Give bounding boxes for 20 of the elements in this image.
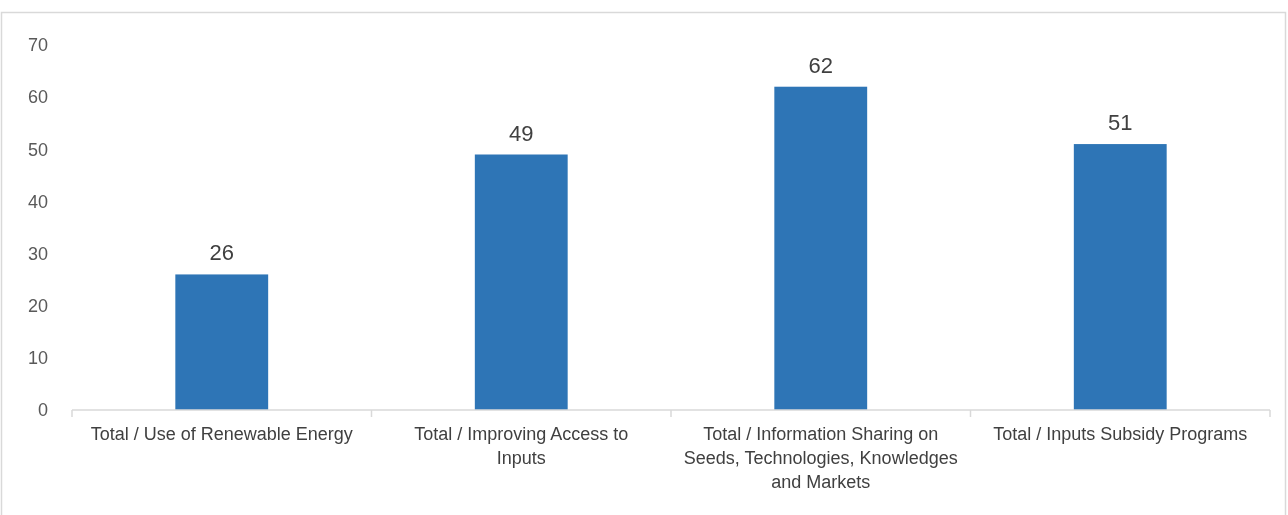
data-label: 26: [209, 240, 234, 266]
y-tick-label: 0: [37, 400, 48, 421]
data-label: 51: [1108, 110, 1133, 136]
y-tick-label: 30: [27, 243, 48, 264]
y-tick-label: 70: [27, 35, 48, 56]
data-label: 49: [509, 120, 534, 146]
y-tick-label: 20: [27, 296, 48, 317]
data-label: 62: [808, 52, 833, 78]
y-tick-label: 40: [27, 191, 48, 212]
y-tick-label: 50: [27, 139, 48, 160]
bar: [474, 154, 568, 410]
x-tick-label: Total / Improving Access to Inputs: [414, 424, 629, 468]
bar: [175, 274, 269, 410]
bar: [774, 86, 868, 410]
x-tick-label: Total / Use of Renewable Energy: [90, 424, 353, 444]
x-tick-label: Total / Inputs Subsidy Programs: [993, 424, 1248, 444]
x-tick-label: Total / Information Sharing on Seeds, Technologies, Knowledges and Markets: [683, 424, 958, 492]
y-tick-label: 10: [27, 348, 48, 369]
y-tick-label: 60: [27, 87, 48, 108]
bar: [1073, 144, 1167, 410]
